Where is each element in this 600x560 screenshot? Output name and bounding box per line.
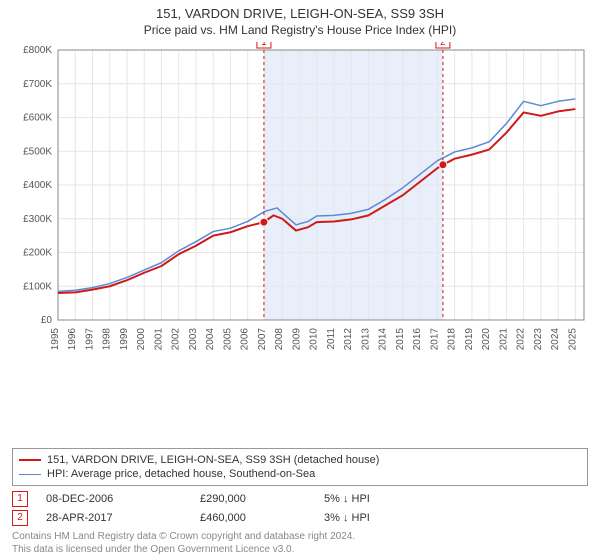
svg-text:2015: 2015	[395, 328, 406, 351]
svg-text:£700K: £700K	[23, 79, 52, 90]
footer-line-2: This data is licensed under the Open Gov…	[12, 544, 588, 557]
svg-text:2021: 2021	[498, 328, 509, 351]
svg-text:2011: 2011	[326, 328, 337, 350]
legend-label: 151, VARDON DRIVE, LEIGH-ON-SEA, SS9 3SH…	[47, 454, 379, 466]
svg-text:£300K: £300K	[23, 214, 52, 225]
sale-date: 08-DEC-2006	[46, 493, 196, 505]
svg-text:2023: 2023	[533, 328, 544, 351]
svg-text:1: 1	[261, 42, 267, 48]
sale-row: 2 28-APR-2017 £460,000 3% ↓ HPI	[12, 510, 588, 526]
legend-item: 151, VARDON DRIVE, LEIGH-ON-SEA, SS9 3SH…	[19, 453, 581, 467]
sale-delta: 5% ↓ HPI	[324, 493, 444, 505]
legend-item: HPI: Average price, detached house, Sout…	[19, 467, 581, 481]
svg-text:2008: 2008	[274, 328, 285, 351]
svg-text:2000: 2000	[136, 328, 147, 351]
svg-text:2016: 2016	[412, 328, 423, 351]
svg-text:£600K: £600K	[23, 113, 52, 124]
sale-date: 28-APR-2017	[46, 512, 196, 524]
svg-text:2024: 2024	[550, 328, 561, 351]
svg-text:2005: 2005	[222, 328, 233, 351]
svg-text:1998: 1998	[102, 328, 113, 351]
svg-text:1999: 1999	[119, 328, 130, 351]
svg-text:2010: 2010	[309, 328, 320, 351]
svg-text:£0: £0	[41, 315, 53, 326]
svg-text:1995: 1995	[50, 328, 61, 351]
svg-text:2002: 2002	[171, 328, 182, 351]
chart: £0 £100K £200K £300K £400K £500K £600K £700K £80…	[10, 42, 590, 444]
svg-text:2: 2	[440, 42, 446, 48]
svg-text:£100K: £100K	[23, 282, 52, 293]
svg-text:2006: 2006	[240, 328, 251, 351]
sale-delta: 3% ↓ HPI	[324, 512, 444, 524]
svg-text:2020: 2020	[481, 328, 492, 351]
svg-text:£500K: £500K	[23, 147, 52, 158]
svg-text:2025: 2025	[567, 328, 578, 351]
chart-svg: £0 £100K £200K £300K £400K £500K £600K £700K £80…	[10, 42, 590, 372]
figure: 151, VARDON DRIVE, LEIGH-ON-SEA, SS9 3SH…	[0, 0, 600, 560]
page-title: 151, VARDON DRIVE, LEIGH-ON-SEA, SS9 3SH	[10, 6, 590, 23]
svg-text:2003: 2003	[188, 328, 199, 351]
svg-text:2001: 2001	[153, 328, 164, 351]
svg-text:2018: 2018	[447, 328, 458, 351]
svg-text:£800K: £800K	[23, 45, 52, 56]
svg-text:1996: 1996	[67, 328, 78, 351]
legend-swatch	[19, 459, 41, 461]
sale-marker-icon: 2	[12, 510, 28, 526]
svg-text:2009: 2009	[291, 328, 302, 351]
footer: Contains HM Land Registry data © Crown c…	[12, 531, 588, 556]
svg-text:2014: 2014	[378, 328, 389, 351]
sales-table: 1 08-DEC-2006 £290,000 5% ↓ HPI 2 28-APR-2017…	[10, 488, 590, 529]
svg-text:2013: 2013	[360, 328, 371, 351]
svg-text:£400K: £400K	[23, 180, 52, 191]
sale-row: 1 08-DEC-2006 £290,000 5% ↓ HPI	[12, 491, 588, 507]
svg-text:2019: 2019	[464, 328, 475, 351]
sale-price: £290,000	[200, 493, 320, 505]
legend: 151, VARDON DRIVE, LEIGH-ON-SEA, SS9 3SH…	[12, 448, 588, 486]
legend-swatch	[19, 474, 41, 475]
svg-text:1997: 1997	[84, 328, 95, 351]
sale-marker-icon: 1	[12, 491, 28, 507]
svg-text:2004: 2004	[205, 328, 216, 351]
sale-price: £460,000	[200, 512, 320, 524]
svg-text:£200K: £200K	[23, 248, 52, 259]
svg-text:2017: 2017	[429, 328, 440, 351]
page-subtitle: Price paid vs. HM Land Registry's House …	[10, 23, 590, 39]
svg-text:2012: 2012	[343, 328, 354, 351]
footer-line-1: Contains HM Land Registry data © Crown c…	[12, 531, 588, 544]
legend-label: HPI: Average price, detached house, Sout…	[47, 468, 315, 480]
svg-text:2022: 2022	[516, 328, 527, 351]
svg-text:2007: 2007	[257, 328, 268, 351]
